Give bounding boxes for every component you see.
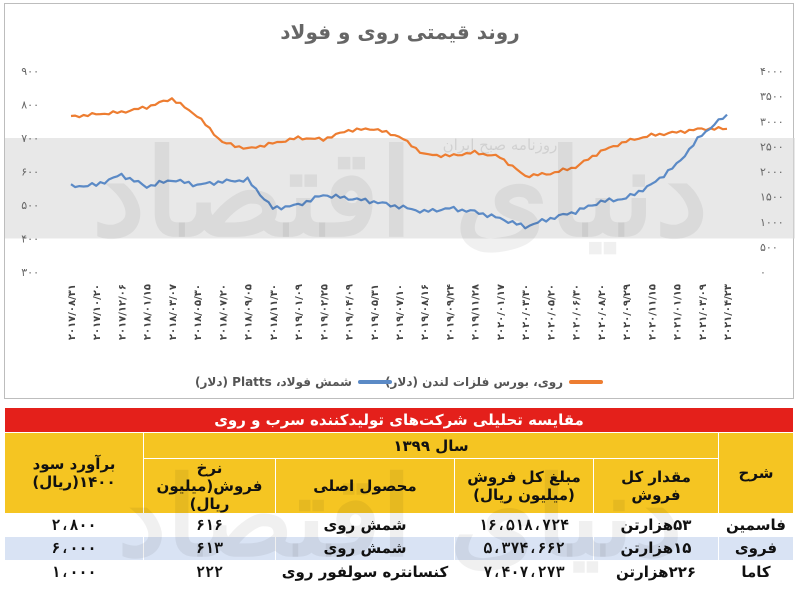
table-caption: مقایسه تحلیلی شرکت‌های تولیدکننده سرب و … xyxy=(4,407,794,433)
x-tick-label: ۲۰۱۷/۰۸/۳۱ xyxy=(67,284,78,340)
table-caption-row: مقایسه تحلیلی شرکت‌های تولیدکننده سرب و … xyxy=(4,407,794,433)
cell-product: کنسانتره سولفور روی xyxy=(275,559,455,585)
x-tick-label: ۲۰۱۹/۰۱/۰۹ xyxy=(294,284,305,340)
x-tick-label: ۲۰۲۱/۰۴/۲۳ xyxy=(723,284,734,340)
legend-label-steel: شمش فولاد، Platts (دلار) xyxy=(195,375,352,389)
x-tick-label: ۲۰۱۹/۰۴/۰۹ xyxy=(345,284,356,340)
y-right-tick-label: ۳۵۰۰ xyxy=(760,90,784,103)
y-right-tick-label: ۵۰۰ xyxy=(760,241,778,254)
table-row: کاما ۲۲۶هزارتن ۷،۴۰۷،۲۷۳ کنسانتره سولفور… xyxy=(4,559,794,585)
table-header-row-1: شرح سال ۱۳۹۹ برآورد سود ۱۴۰۰(ریال) xyxy=(4,432,794,514)
chart-panel: ۳۰۰ ۴۰۰ ۵۰۰ ۶۰۰ ۷۰۰ ۸۰۰ ۹۰۰ ۰ ۵۰۰ ۱۰۰۰ ۱۵۰۰ ۲۰۰۰ ۲۵۰… xyxy=(4,3,795,399)
cell-rate: ۶۱۳ xyxy=(143,536,276,561)
x-tick-label: ۲۰۱۸/۰۱/۱۵ xyxy=(143,284,154,340)
legend-label-zinc: روی، بورس فلزات لندن (دلار) xyxy=(385,375,564,389)
header-product: محصول اصلی xyxy=(275,458,455,514)
x-tick-label: ۲۰۲۰/۰۸/۲۰ xyxy=(597,284,608,340)
legend-item-steel: شمش فولاد، Platts (دلار) xyxy=(195,371,392,393)
line-chart: ۳۰۰ ۴۰۰ ۵۰۰ ۶۰۰ ۷۰۰ ۸۰۰ ۹۰۰ ۰ ۵۰۰ ۱۰۰۰ ۱۵۰۰ ۲۰۰۰ ۲۵۰… xyxy=(5,65,795,340)
table-row: فاسمین ۵۳هزارتن ۱۶،۵۱۸،۷۲۴ شمش روی ۶۱۶ ۲… xyxy=(4,512,794,538)
header-rate: نرخ فروش(میلیون ریال) xyxy=(143,458,276,514)
header-volume: مقدار کل فروش xyxy=(593,458,719,514)
x-tick-label: ۲۰۲۰/۰۶/۳۰ xyxy=(572,284,583,340)
cell-profit: ۲،۸۰۰ xyxy=(4,512,144,538)
x-tick-label: ۲۰۱۷/۱۲/۰۶ xyxy=(117,284,128,340)
cell-amount: ۱۶،۵۱۸،۷۲۴ xyxy=(454,512,594,538)
table-row: فروی ۱۵هزارتن ۵،۳۷۴،۶۶۲ شمش روی ۶۱۳ ۶،۰۰… xyxy=(4,536,794,561)
cell-rate: ۶۱۶ xyxy=(143,512,276,538)
comparison-table-wrap: مقایسه تحلیلی شرکت‌های تولیدکننده سرب و … xyxy=(4,407,794,585)
x-tick-label: ۲۰۲۱/۰۱/۱۵ xyxy=(673,284,684,340)
y-right-tick-label: ۲۰۰۰ xyxy=(760,166,784,179)
shaded-band xyxy=(5,138,795,239)
x-tick-label: ۲۰۱۹/۰۸/۱۶ xyxy=(420,284,431,340)
x-tick-label: ۲۰۱۹/۰۹/۲۴ xyxy=(445,284,456,340)
x-tick-label: ۲۰۱۸/۰۹/۰۵ xyxy=(244,284,255,340)
cell-company: فروی xyxy=(718,536,794,561)
x-tick-label: ۲۰۱۸/۰۵/۳۰ xyxy=(193,284,204,340)
x-tick-label: ۲۰۱۹/۰۵/۳۱ xyxy=(370,284,381,340)
y-left-tick-label: ۷۰۰ xyxy=(21,132,39,145)
legend-item-zinc: روی، بورس فلزات لندن (دلار) xyxy=(385,371,604,393)
legend-swatch-zinc xyxy=(569,380,604,384)
x-tick-label: ۲۰۱۸/۰۳/۰۷ xyxy=(168,284,179,340)
y-right-tick-label: ۳۰۰۰ xyxy=(760,115,784,128)
y-left-tick-label: ۹۰۰ xyxy=(21,65,39,78)
cell-product: شمش روی xyxy=(275,512,455,538)
cell-amount: ۵،۳۷۴،۶۶۲ xyxy=(454,536,594,561)
x-tick-label: ۲۰۲۰/۰۵/۲۰ xyxy=(546,284,557,340)
y-right-tick-label: ۰ xyxy=(760,266,766,279)
legend-swatch-steel xyxy=(357,380,392,384)
y-right-tick-label: ۱۰۰۰ xyxy=(760,216,784,229)
series-line-zinc xyxy=(70,97,728,179)
cell-profit: ۱،۰۰۰ xyxy=(4,559,144,585)
y-left-tick-label: ۵۰۰ xyxy=(21,199,39,212)
header-year: سال ۱۳۹۹ xyxy=(143,432,719,459)
table-header-row-2: مقدار کل فروش مبلغ کل فروش (میلیون ریال)… xyxy=(5,458,794,514)
y-left-tick-label: ۸۰۰ xyxy=(21,99,39,112)
cell-company: کاما xyxy=(718,559,794,585)
cell-rate: ۲۲۲ xyxy=(143,559,276,585)
cell-company: فاسمین xyxy=(718,512,794,538)
x-tick-label: ۲۰۲۰/۰۳/۳۰ xyxy=(521,284,532,340)
x-tick-label: ۲۰۲۰/۰۱/۱۷ xyxy=(496,284,507,340)
x-tick-label: ۲۰۱۸/۰۷/۲۰ xyxy=(218,284,229,340)
x-tick-label: ۲۰۲۰/۰۹/۲۹ xyxy=(622,284,633,340)
chart-title: روند قیمتی روی و فولاد xyxy=(280,20,520,44)
header-profit: برآورد سود ۱۴۰۰(ریال) xyxy=(4,432,144,514)
comparison-table: مقایسه تحلیلی شرکت‌های تولیدکننده سرب و … xyxy=(4,407,794,585)
cell-volume: ۵۳هزارتن xyxy=(593,512,719,538)
x-tick-label: ۲۰۱۹/۰۲/۲۵ xyxy=(319,284,330,340)
x-tick-label: ۲۰۱۷/۱۰/۲۰ xyxy=(92,284,103,340)
x-tick-label: ۲۰۲۰/۱۱/۱۵ xyxy=(647,284,658,340)
y-left-tick-label: ۴۰۰ xyxy=(21,233,39,246)
y-left-tick-label: ۶۰۰ xyxy=(21,166,39,179)
y-right-tick-label: ۲۵۰۰ xyxy=(760,140,784,153)
y-left-tick-label: ۳۰۰ xyxy=(21,266,39,279)
cell-product: شمش روی xyxy=(275,536,455,561)
header-company: شرح xyxy=(718,432,794,514)
x-tick-label: ۲۰۱۹/۱۱/۲۸ xyxy=(471,284,482,340)
cell-profit: ۶،۰۰۰ xyxy=(4,536,144,561)
x-tick-label: ۲۰۱۹/۰۷/۱۰ xyxy=(395,284,406,340)
cell-volume: ۲۲۶هزارتن xyxy=(593,559,719,585)
x-tick-label: ۲۰۱۸/۱۱/۳۰ xyxy=(269,284,280,340)
y-right-tick-label: ۱۵۰۰ xyxy=(760,191,784,204)
cell-amount: ۷،۴۰۷،۲۷۳ xyxy=(454,559,594,585)
cell-volume: ۱۵هزارتن xyxy=(593,536,719,561)
x-tick-label: ۲۰۲۱/۰۳/۰۹ xyxy=(698,284,709,340)
series-line-steel xyxy=(70,113,728,230)
y-right-tick-label: ۴۰۰۰ xyxy=(760,65,784,78)
header-amount: مبلغ کل فروش (میلیون ریال) xyxy=(454,458,594,514)
